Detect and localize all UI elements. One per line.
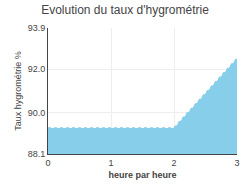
svg-text:Evolution du taux d'hygrométri: Evolution du taux d'hygrométrie [41,3,209,17]
svg-text:2: 2 [171,158,176,168]
svg-text:heure par heure: heure par heure [108,170,176,180]
svg-text:0: 0 [45,158,50,168]
svg-text:Taux hygrométrie %: Taux hygrométrie % [13,51,23,131]
svg-text:1: 1 [108,158,113,168]
svg-text:92.0: 92.0 [28,64,46,74]
svg-text:93.9: 93.9 [28,23,46,33]
svg-text:3: 3 [234,158,239,168]
svg-text:88.1: 88.1 [28,149,46,159]
svg-text:90.0: 90.0 [28,108,46,118]
